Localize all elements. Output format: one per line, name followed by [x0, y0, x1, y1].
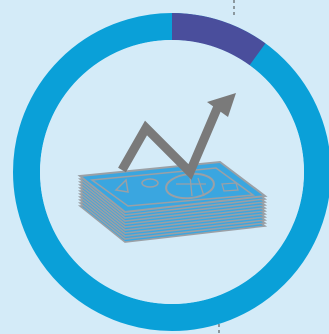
- growth-arrowhead-icon: [207, 93, 236, 117]
- bill-seal-detail: [176, 175, 206, 197]
- progress-ring-highlight: [171, 13, 266, 66]
- bill-border: [89, 167, 256, 207]
- bill-ornament: [141, 178, 159, 188]
- bill-serial-box: [221, 182, 239, 192]
- growth-arrow-icon: [118, 102, 224, 180]
- money-stack-icon: [77, 160, 268, 243]
- bill-mark: [114, 178, 129, 193]
- bill-top: [77, 160, 268, 214]
